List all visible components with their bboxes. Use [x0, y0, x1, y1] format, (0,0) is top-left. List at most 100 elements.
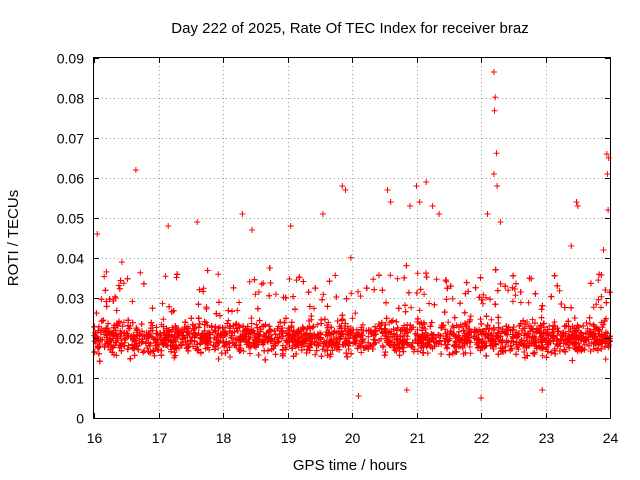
data-point — [179, 326, 186, 333]
data-point — [103, 268, 110, 275]
data-point — [393, 318, 400, 325]
data-point — [402, 339, 409, 346]
data-point — [371, 341, 377, 348]
data-point — [414, 270, 421, 277]
data-point — [192, 323, 199, 330]
data-point — [94, 231, 101, 237]
data-point — [394, 336, 400, 343]
data-point — [554, 328, 561, 335]
data-point — [543, 354, 550, 361]
data-point — [426, 300, 433, 307]
data-point — [252, 291, 259, 298]
data-point — [572, 346, 579, 353]
data-point — [539, 352, 546, 359]
data-point — [229, 308, 235, 315]
data-point — [497, 280, 504, 287]
data-point — [231, 329, 238, 335]
data-point — [135, 346, 142, 353]
data-point — [215, 356, 222, 362]
data-point — [509, 298, 516, 305]
data-point — [144, 345, 151, 351]
data-point — [574, 334, 581, 340]
data-point — [140, 280, 147, 287]
data-point — [438, 351, 445, 357]
data-point — [274, 334, 281, 341]
data-point — [98, 318, 105, 325]
data-point — [314, 333, 321, 340]
data-point — [541, 324, 547, 331]
data-point — [414, 340, 421, 347]
data-point — [112, 295, 119, 301]
data-point — [309, 335, 316, 342]
data-point — [424, 332, 431, 339]
data-point — [234, 328, 241, 334]
data-point — [198, 334, 204, 341]
data-point — [482, 334, 489, 340]
data-point — [490, 346, 497, 352]
data-point — [191, 325, 198, 332]
data-point — [172, 344, 179, 351]
data-point — [207, 331, 214, 338]
data-point — [279, 352, 286, 359]
data-point — [361, 344, 368, 351]
data-point — [488, 341, 495, 348]
data-point — [387, 342, 394, 349]
data-point — [266, 265, 273, 271]
data-point — [492, 94, 499, 101]
data-point — [323, 329, 330, 335]
data-point — [173, 325, 180, 331]
data-point — [350, 334, 357, 341]
data-point — [243, 338, 250, 345]
data-point — [240, 348, 247, 355]
data-point — [444, 345, 451, 352]
data-point — [582, 337, 589, 344]
data-point — [222, 350, 229, 356]
data-point — [305, 343, 312, 350]
data-point — [491, 340, 498, 347]
data-point — [189, 321, 196, 328]
data-point — [602, 287, 609, 293]
data-point — [188, 315, 195, 322]
data-point — [513, 351, 520, 358]
data-point — [603, 299, 610, 306]
data-point — [477, 316, 484, 323]
data-point — [318, 353, 325, 360]
data-point — [451, 343, 458, 350]
data-point — [112, 327, 119, 334]
data-point — [304, 325, 311, 332]
data-point — [306, 318, 313, 324]
data-point — [484, 322, 491, 329]
data-point — [256, 336, 263, 343]
data-point — [497, 219, 504, 225]
data-point — [183, 345, 190, 352]
data-point — [173, 274, 180, 281]
data-point — [195, 301, 202, 308]
data-point — [503, 323, 510, 330]
data-point — [324, 322, 330, 329]
data-point — [522, 330, 529, 337]
y-tick-label: 0.03 — [57, 291, 84, 307]
data-point — [483, 294, 489, 301]
data-point — [575, 324, 582, 331]
data-point — [568, 243, 575, 249]
data-point — [428, 319, 435, 326]
data-point — [539, 302, 546, 309]
data-point — [147, 327, 154, 334]
data-point — [369, 346, 376, 352]
y-tick-label: 0.05 — [57, 211, 84, 227]
data-point — [478, 395, 484, 401]
data-point — [585, 334, 592, 341]
data-point — [408, 304, 415, 311]
data-point — [553, 340, 560, 347]
data-point — [293, 277, 300, 284]
data-point — [546, 323, 553, 330]
data-point — [320, 343, 327, 349]
data-point — [363, 285, 370, 292]
data-point — [380, 344, 387, 351]
data-point — [312, 351, 319, 358]
data-point — [387, 199, 394, 205]
data-point — [431, 301, 438, 308]
data-point — [524, 352, 531, 359]
data-point — [495, 324, 502, 331]
data-point — [587, 321, 593, 327]
